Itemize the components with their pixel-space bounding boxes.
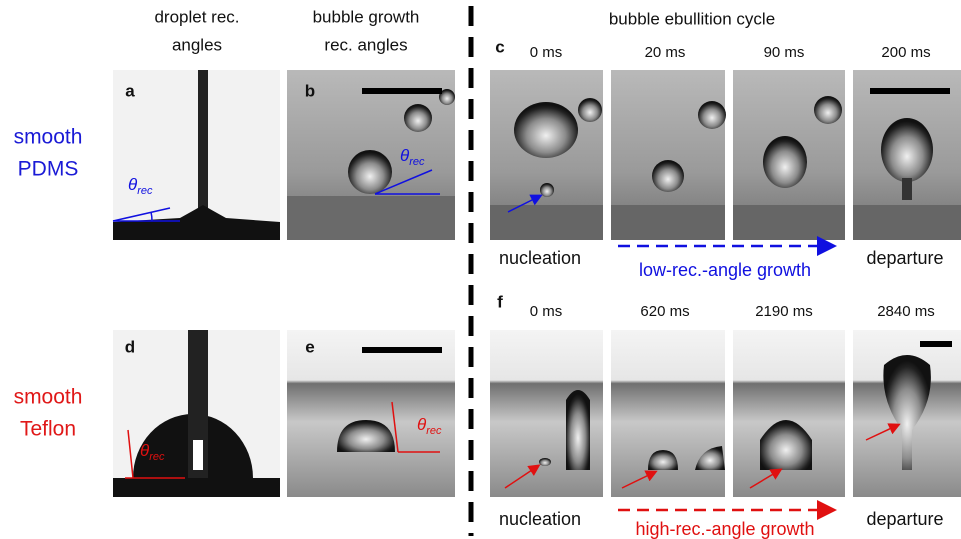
stage-label: low-rec.-angle growth [639, 260, 811, 280]
photo [490, 330, 603, 497]
column-header: droplet rec. [154, 7, 239, 26]
panel-letter: b [305, 81, 315, 100]
photo [853, 70, 961, 240]
panel-letter: f [497, 292, 503, 311]
time-label: 20 ms [645, 44, 686, 61]
row-label: PDMS [18, 158, 79, 181]
figure: droplet rec. angles bubble growth rec. a… [0, 0, 961, 539]
angle-subscript: rec [137, 185, 153, 197]
time-label: 2840 ms [877, 303, 935, 320]
column-header: rec. angles [324, 35, 407, 54]
photo [611, 70, 726, 240]
time-label: 0 ms [530, 44, 563, 61]
time-label: 2190 ms [755, 303, 813, 320]
photo [113, 70, 280, 240]
photo [113, 330, 280, 497]
panel-letter: c [495, 37, 504, 56]
angle-subscript: rec [426, 425, 442, 437]
time-label: 200 ms [881, 44, 930, 61]
panel-letter: d [125, 337, 135, 356]
photo [733, 70, 845, 240]
stage-label: nucleation [499, 509, 581, 529]
photo [611, 330, 725, 497]
photo [733, 330, 845, 497]
stage-label: high-rec.-angle growth [635, 519, 814, 539]
panel-letter: e [305, 337, 314, 356]
panel-letter: a [125, 81, 135, 100]
column-header: angles [172, 35, 222, 54]
time-label: 0 ms [530, 303, 563, 320]
photo [490, 70, 603, 240]
row-label: smooth [14, 386, 83, 409]
angle-subscript: rec [149, 451, 165, 463]
row-label: smooth [14, 126, 83, 149]
stage-label: departure [866, 509, 943, 529]
column-header: bubble ebullition cycle [609, 9, 775, 28]
time-label: 90 ms [764, 44, 805, 61]
photo [853, 330, 961, 497]
time-label: 620 ms [640, 303, 689, 320]
stage-label: departure [866, 248, 943, 268]
stage-label: nucleation [499, 248, 581, 268]
column-header: bubble growth [313, 7, 420, 26]
angle-subscript: rec [409, 156, 425, 168]
row-label: Teflon [20, 418, 76, 441]
